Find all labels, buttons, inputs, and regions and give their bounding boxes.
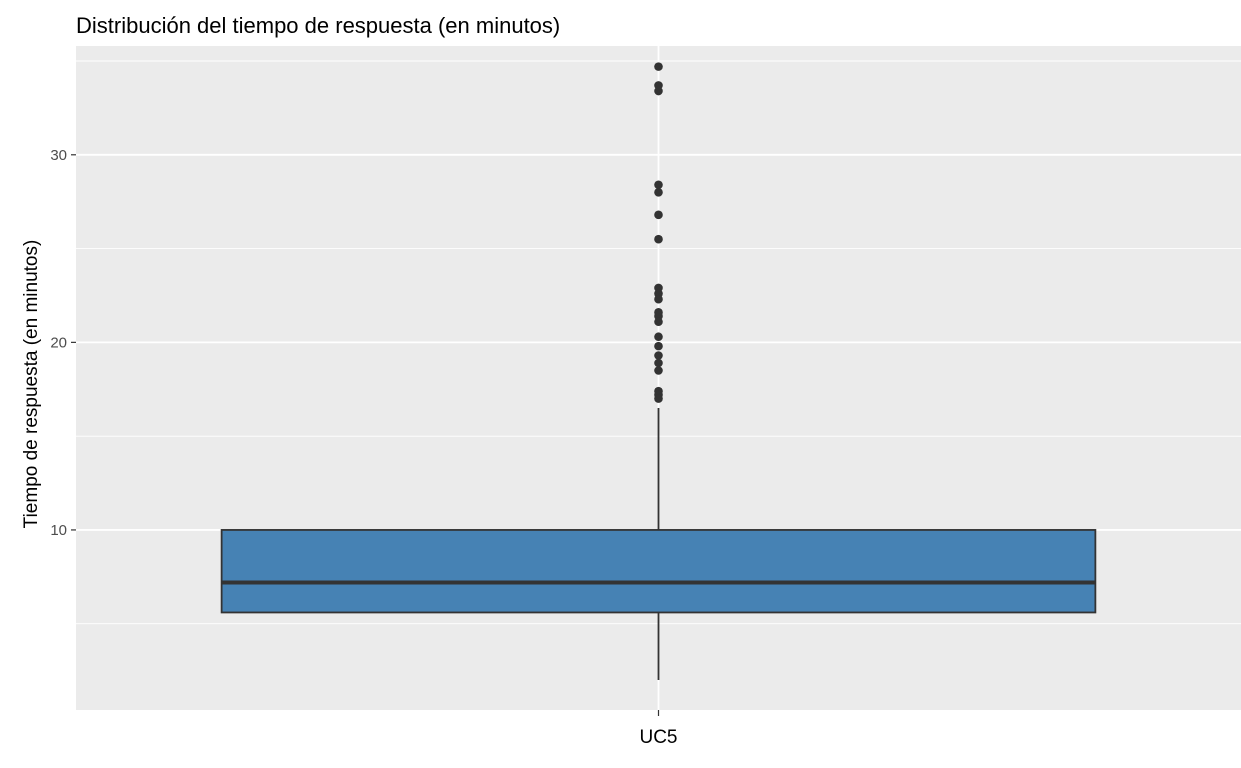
outlier-point: [654, 180, 663, 190]
outlier-point: [654, 351, 663, 360]
y-tick-label: 10: [50, 522, 67, 539]
x-axis-ticks: UC5: [639, 710, 678, 748]
outlier-point: [654, 234, 663, 244]
y-tick-label: 20: [50, 334, 67, 351]
y-axis-title: Tiempo de respuesta (en minutos): [21, 240, 42, 529]
outlier-point: [654, 62, 663, 71]
y-tick-label: 30: [50, 147, 67, 164]
outlier-point: [654, 394, 663, 403]
outlier-point: [654, 332, 663, 342]
outlier-point: [654, 366, 663, 375]
outlier-point: [654, 188, 663, 197]
outlier-point: [654, 86, 663, 96]
outlier-point: [654, 358, 663, 368]
outlier-points: [654, 62, 663, 403]
outlier-point: [654, 294, 663, 304]
outlier-point: [654, 317, 663, 327]
box-series: [220, 408, 1097, 680]
y-axis-ticks: 10 20 30: [50, 147, 76, 539]
x-tick-label: UC5: [639, 727, 677, 748]
outlier-point: [654, 341, 663, 351]
chart-title: Distribución del tiempo de respuesta (en…: [76, 13, 560, 38]
outlier-point: [654, 210, 663, 220]
interquartile-box: [220, 529, 1097, 614]
